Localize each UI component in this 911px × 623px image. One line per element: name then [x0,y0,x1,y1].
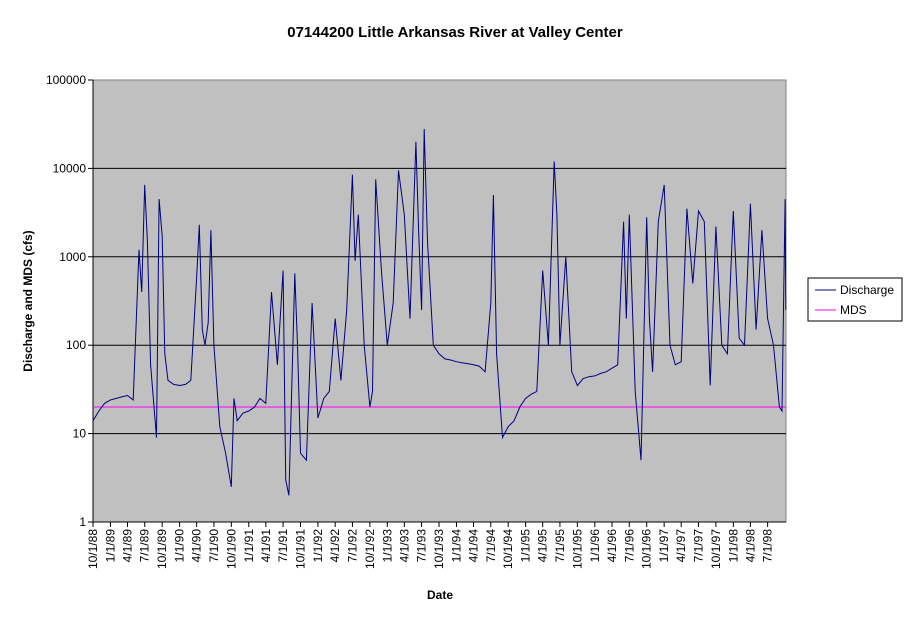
x-tick-label: 7/1/91 [276,529,290,563]
x-tick-label: 7/1/95 [553,529,567,563]
x-tick-label: 7/1/93 [415,529,429,563]
y-tick-label: 100 [66,338,86,352]
x-tick-label: 10/1/94 [501,529,515,569]
x-tick-label: 1/1/89 [103,529,117,563]
x-tick-label: 10/1/97 [709,529,723,569]
x-tick-label: 7/1/92 [345,529,359,563]
chart-title: 07144200 Little Arkansas River at Valley… [287,24,623,41]
plot-area [92,79,787,523]
x-tick-label: 1/1/96 [588,529,602,563]
y-tick-label: 100000 [46,73,86,87]
legend-discharge-label: Discharge [840,283,894,297]
x-tick-label: 1/1/91 [242,529,256,563]
x-tick-label: 4/1/96 [605,529,619,563]
x-tick-label: 4/1/97 [674,529,688,563]
x-tick-label: 7/1/98 [761,529,775,563]
x-tick-label: 10/1/92 [363,529,377,569]
x-tick-label: 4/1/91 [259,529,273,563]
x-tick-label: 10/1/96 [640,529,654,569]
x-tick-label: 7/1/89 [138,529,152,563]
x-tick-label: 4/1/98 [743,529,757,563]
x-axis-title: Date [427,588,453,602]
y-axis-title: Discharge and MDS (cfs) [21,230,35,371]
x-tick-label: 7/1/94 [484,529,498,563]
x-tick-label: 1/1/92 [311,529,325,563]
x-tick-label: 1/1/97 [657,529,671,563]
x-tick-label: 10/1/93 [432,529,446,569]
y-tick-label: 10 [73,427,87,441]
discharge-series-line [92,128,787,496]
y-tick-label: 10000 [53,161,87,175]
x-tick-label: 10/1/90 [224,529,238,569]
y-axis: 1 10 100 1000 10000 100000 [46,73,94,529]
x-tick-label: 7/1/90 [207,529,221,563]
x-tick-label: 1/1/95 [519,529,533,563]
legend: Discharge MDS [807,277,903,322]
legend-mds-label: MDS [840,303,867,317]
y-tick-label: 1000 [59,250,86,264]
x-tick-label: 4/1/93 [397,529,411,563]
legend-box [807,277,903,322]
x-tick-label: 1/1/98 [726,529,740,563]
x-tick-label: 10/1/95 [570,529,584,569]
x-tick-label: 10/1/89 [155,529,169,569]
x-tick-label: 4/1/89 [120,529,134,563]
x-tick-label: 7/1/97 [691,529,705,563]
x-tick-label: 7/1/96 [622,529,636,563]
x-tick-label: 4/1/94 [467,529,481,563]
x-tick-label: 1/1/93 [380,529,394,563]
y-tick-label: 1 [79,515,86,529]
x-tick-label: 4/1/92 [328,529,342,563]
x-tick-label: 10/1/91 [294,529,308,569]
x-tick-label: 1/1/90 [173,529,187,563]
x-tick-label: 4/1/95 [536,529,550,563]
x-tick-label: 4/1/90 [190,529,204,563]
x-tick-label: 1/1/94 [449,529,463,563]
x-tick-label: 10/1/88 [86,529,100,569]
x-axis: 10/1/88 1/1/89 4/1/89 7/1/89 10/1/89 1/1/90 4/… [86,521,786,569]
